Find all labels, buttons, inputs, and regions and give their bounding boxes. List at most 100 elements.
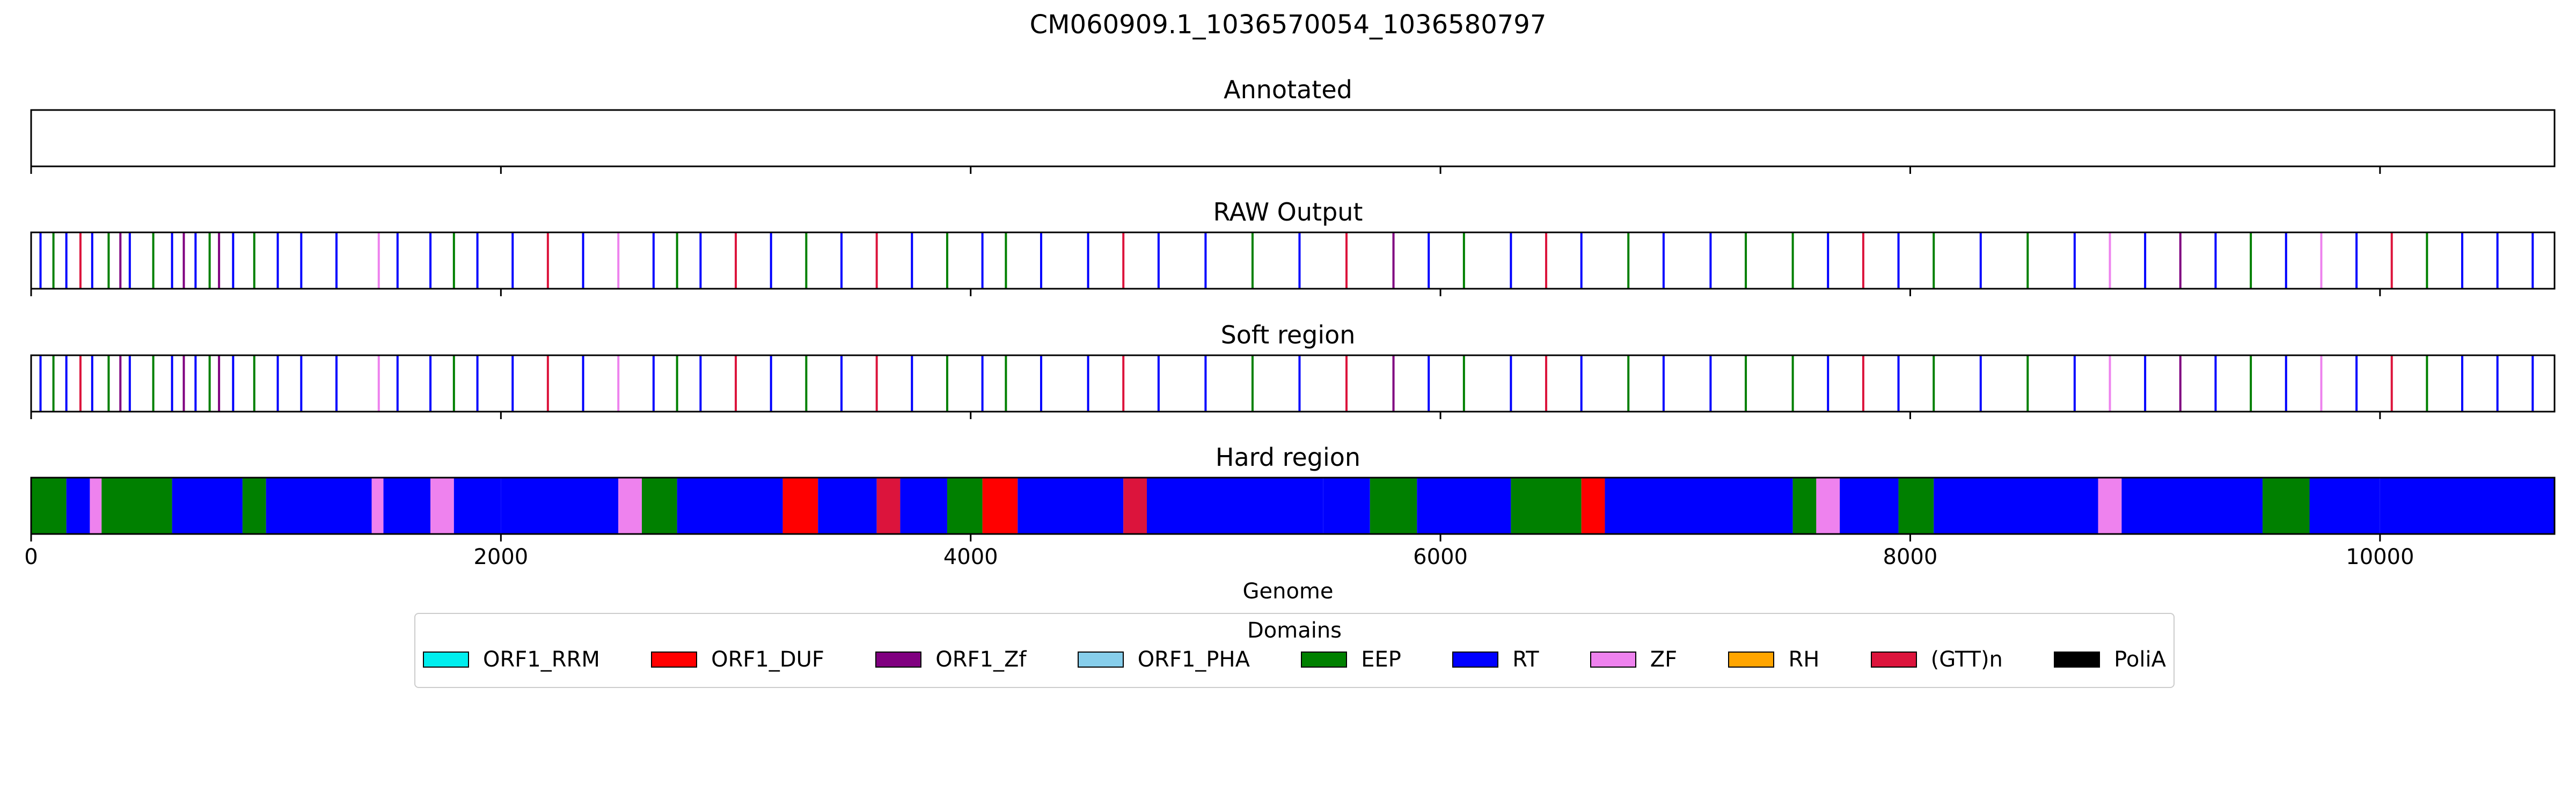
domain-mark	[194, 355, 197, 412]
domain-mark	[91, 355, 93, 412]
domain-mark	[452, 355, 455, 412]
domain-mark	[1745, 355, 1747, 412]
domain-region	[1323, 478, 1370, 534]
domain-mark	[1580, 232, 1583, 289]
legend-label: PoliA	[2114, 647, 2166, 672]
domain-mark	[1662, 232, 1665, 289]
domain-mark	[1897, 232, 1900, 289]
domain-mark	[1545, 232, 1548, 289]
legend-item: ORF1_DUF	[651, 647, 824, 672]
domain-mark	[2461, 355, 2463, 412]
domain-mark	[946, 355, 948, 412]
domain-region	[1511, 478, 1582, 534]
domain-region	[1840, 478, 1899, 534]
domain-mark	[617, 355, 620, 412]
domain-mark	[396, 355, 399, 412]
domain-region	[2380, 478, 2555, 534]
domain-mark	[652, 232, 655, 289]
legend-label: (GTT)n	[1930, 647, 2003, 672]
domain-mark	[2109, 355, 2111, 412]
domain-mark	[119, 355, 122, 412]
domain-mark	[676, 232, 678, 289]
domain-region	[101, 478, 172, 534]
domain-mark	[1157, 355, 1160, 412]
x-tick-label: 4000	[943, 545, 998, 569]
domain-region	[383, 478, 431, 534]
domain-mark	[1662, 355, 1665, 412]
domain-mark	[2285, 232, 2287, 289]
domain-mark	[276, 355, 279, 412]
domain-region	[266, 478, 372, 534]
track-frame	[30, 231, 2556, 290]
domain-mark	[171, 355, 173, 412]
domain-mark	[2320, 355, 2323, 412]
domain-mark	[107, 355, 110, 412]
panel-1: RAW Output	[30, 197, 2556, 296]
domain-mark	[452, 232, 455, 289]
domain-mark	[1087, 355, 1089, 412]
legend-swatch	[1728, 652, 1775, 668]
domain-mark	[276, 232, 279, 289]
x-tick-label: 6000	[1413, 545, 1468, 569]
domain-mark	[1428, 355, 1430, 412]
domain-mark	[1862, 232, 1864, 289]
domain-mark	[171, 232, 173, 289]
domain-mark	[335, 232, 338, 289]
domain-mark	[2355, 355, 2358, 412]
domain-mark	[1251, 232, 1254, 289]
domain-mark	[2461, 232, 2463, 289]
domain-mark	[946, 232, 948, 289]
domain-mark	[2109, 232, 2111, 289]
domain-mark	[152, 355, 155, 412]
domain-region	[2121, 478, 2263, 534]
domain-mark	[335, 355, 338, 412]
domain-mark	[2531, 355, 2534, 412]
track-frame	[30, 354, 2556, 413]
domain-mark	[119, 232, 122, 289]
domain-mark	[2355, 232, 2358, 289]
legend-item: ORF1_Zf	[875, 647, 1026, 672]
domain-mark	[1005, 355, 1007, 412]
domain-region	[818, 478, 877, 534]
domain-mark	[429, 232, 432, 289]
domain-mark	[840, 355, 843, 412]
domain-mark	[2531, 232, 2534, 289]
domain-mark	[546, 355, 549, 412]
domain-region	[1605, 478, 1793, 534]
domain-mark	[232, 232, 235, 289]
domain-mark	[1345, 355, 1348, 412]
x-tick-label: 0	[24, 545, 38, 569]
domain-mark	[1005, 232, 1007, 289]
domain-region	[782, 478, 818, 534]
domain-mark	[1709, 232, 1712, 289]
domain-region	[947, 478, 983, 534]
domain-region	[900, 478, 947, 534]
domain-mark	[65, 355, 68, 412]
legend-swatch	[2054, 652, 2101, 668]
domain-mark	[2144, 232, 2147, 289]
legend-item: RT	[1452, 647, 1539, 672]
domain-mark	[1933, 232, 1935, 289]
legend-label: ORF1_RRM	[483, 647, 600, 672]
domain-region	[1581, 478, 1605, 534]
domain-mark	[253, 232, 255, 289]
figure-title: CM060909.1_1036570054_1036580797	[1030, 10, 1547, 40]
legend-swatch	[875, 652, 922, 668]
domain-mark	[1122, 232, 1125, 289]
domain-mark	[218, 232, 221, 289]
domain-mark	[805, 232, 808, 289]
legend-swatch	[423, 652, 469, 668]
domain-mark	[1510, 355, 1512, 412]
domain-mark	[182, 232, 185, 289]
domain-mark	[981, 355, 984, 412]
domain-mark	[1545, 355, 1548, 412]
domain-mark	[476, 355, 479, 412]
legend-label: ORF1_DUF	[711, 647, 824, 672]
domain-mark	[1040, 232, 1043, 289]
domain-mark	[2390, 355, 2393, 412]
domain-mark	[39, 355, 42, 412]
domain-mark	[429, 355, 432, 412]
domain-region	[1417, 478, 1511, 534]
domain-mark	[1345, 232, 1348, 289]
domain-mark	[107, 232, 110, 289]
